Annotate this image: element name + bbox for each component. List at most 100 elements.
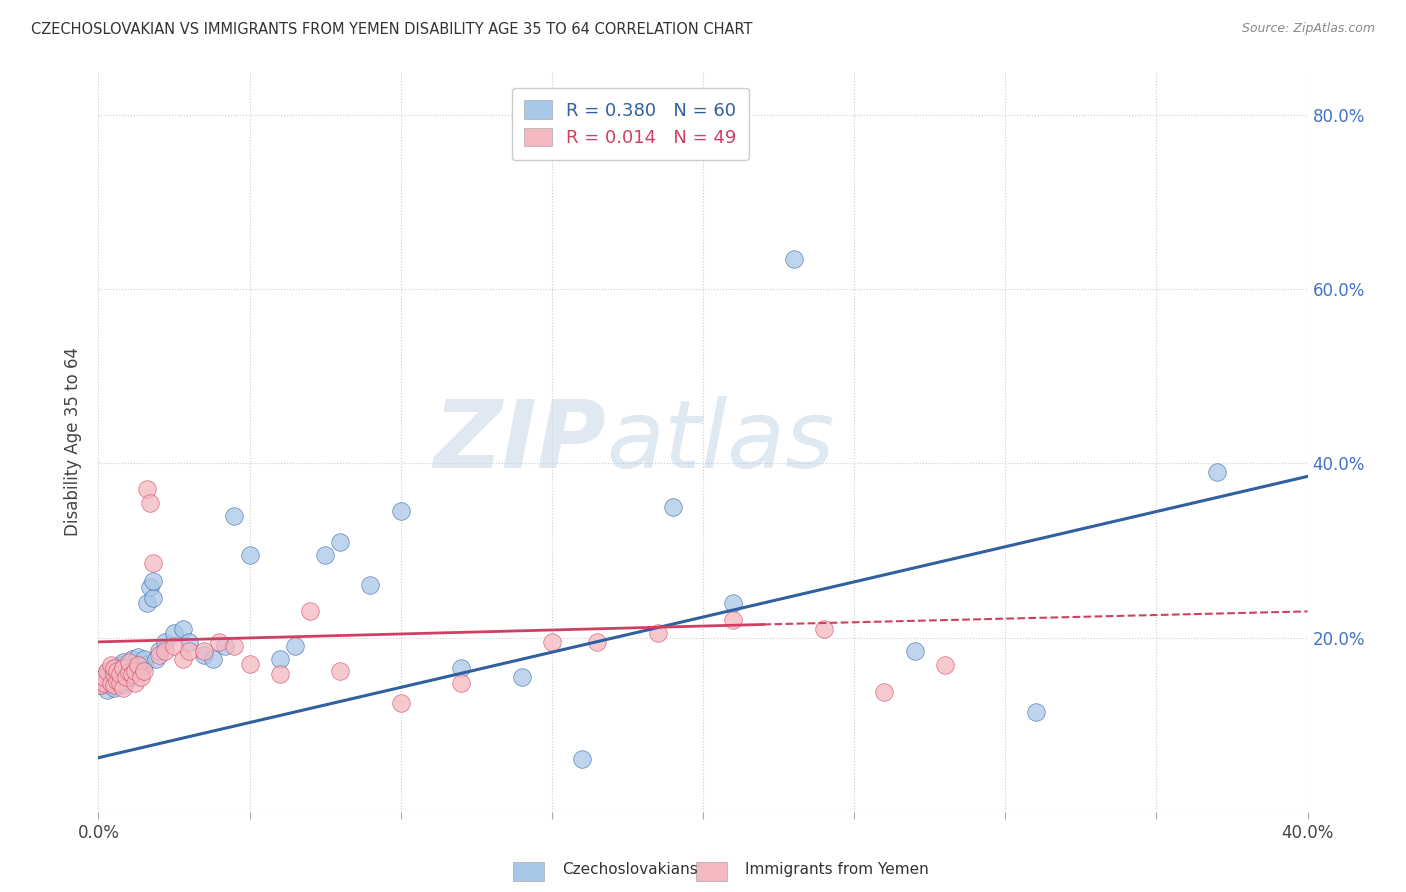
Point [103,681,125,695]
Point [105,664,128,678]
Point [1206,465,1229,479]
Point [103,661,125,675]
Point [108,658,131,673]
Point [108,675,131,690]
Point [96,664,118,678]
Point [571,752,593,766]
Point [124,664,146,678]
Point [135,596,157,610]
Point [172,652,194,666]
Point [139,580,162,594]
Point [163,639,186,653]
Point [163,626,186,640]
Point [105,673,128,687]
Text: Czechoslovakians: Czechoslovakians [562,863,699,877]
Point [193,643,215,657]
Point [299,604,322,618]
Point [135,483,157,497]
Point [873,684,896,698]
Text: ZIP: ZIP [433,395,606,488]
Point [142,557,165,571]
Point [108,670,131,684]
Point [360,578,382,592]
Point [202,652,225,666]
Point [329,534,352,549]
Text: atlas: atlas [606,396,835,487]
Point [647,626,669,640]
Point [105,664,128,678]
Point [118,657,141,671]
Point [208,635,231,649]
Point [139,495,162,509]
Point [100,675,122,690]
Text: Source: ZipAtlas.com: Source: ZipAtlas.com [1241,22,1375,36]
Point [93,670,115,684]
Point [193,648,215,662]
Point [214,639,236,653]
Point [129,665,152,680]
Point [114,674,136,689]
Point [142,591,165,606]
Point [108,667,131,681]
Point [93,670,115,684]
Point [124,664,146,678]
Point [100,675,122,690]
Point [121,667,143,681]
Point [269,652,291,666]
Point [153,643,176,657]
Text: Immigrants from Yemen: Immigrants from Yemen [745,863,929,877]
Point [153,635,176,649]
Point [783,252,806,266]
Point [118,670,141,684]
Point [142,574,165,588]
Point [96,665,118,680]
Point [661,500,683,514]
Point [103,678,125,692]
Point [723,596,745,610]
Point [111,678,134,692]
Point [90,678,112,692]
Point [132,658,155,673]
Point [904,643,927,657]
Point [450,661,472,675]
Point [586,635,609,649]
Point [93,674,115,689]
Point [132,664,155,678]
Point [314,548,336,562]
Point [127,658,149,673]
Point [813,622,835,636]
Point [118,655,141,669]
Point [510,670,533,684]
Point [100,658,122,673]
Point [103,667,125,681]
Point [96,682,118,697]
Point [127,661,149,675]
Point [118,665,141,680]
Point [224,639,246,653]
Point [121,667,143,681]
Point [132,652,155,666]
Point [540,635,562,649]
Point [105,674,128,689]
Point [93,675,115,690]
Legend: R = 0.380   N = 60, R = 0.014   N = 49: R = 0.380 N = 60, R = 0.014 N = 49 [512,87,749,160]
Point [389,696,412,710]
Point [124,675,146,690]
Point [723,613,745,627]
Point [111,681,134,695]
Point [224,508,246,523]
Point [284,639,307,653]
Point [179,643,201,657]
Point [103,661,125,675]
Point [121,652,143,666]
Point [934,658,956,673]
Text: CZECHOSLOVAKIAN VS IMMIGRANTS FROM YEMEN DISABILITY AGE 35 TO 64 CORRELATION CHA: CZECHOSLOVAKIAN VS IMMIGRANTS FROM YEMEN… [31,22,752,37]
Point [114,661,136,675]
Point [100,672,122,686]
Point [127,649,149,664]
Point [103,667,125,681]
Point [148,648,170,662]
Point [90,678,112,692]
Point [269,667,291,681]
Point [450,675,472,690]
